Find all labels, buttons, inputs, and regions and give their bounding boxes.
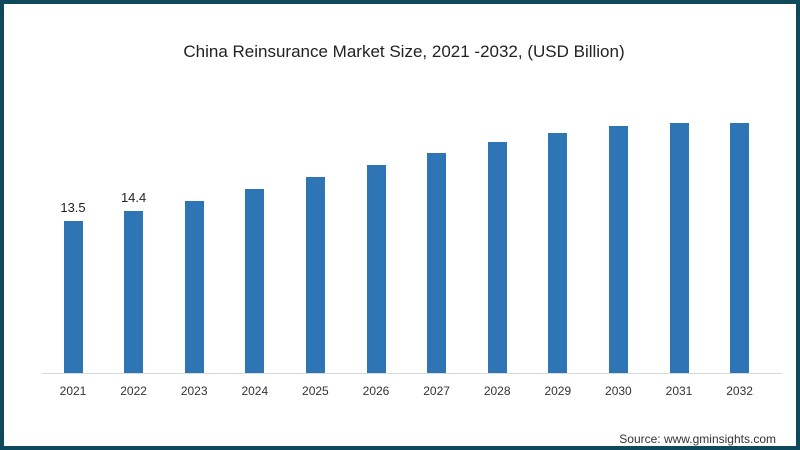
bar-2028: [487, 142, 507, 373]
x-tick-label-2026: 2026: [362, 384, 390, 398]
bar-2026: [366, 164, 386, 373]
x-tick-label-2030: 2030: [605, 384, 632, 398]
x-tick-label-2025: 2025: [302, 384, 329, 398]
bar-2021: [63, 220, 83, 373]
bar-2023: [184, 200, 204, 373]
x-tick-label-2021: 2021: [59, 384, 87, 398]
bar-2025: [305, 177, 325, 373]
source-note: Source: www.gminsights.com: [619, 432, 776, 446]
bar-2030: [608, 126, 628, 373]
data-label-2021: 13.5: [60, 199, 86, 215]
x-tick-label-2031: 2031: [665, 384, 693, 398]
x-tick-label-2032: 2032: [726, 384, 753, 398]
bar-2024: [245, 189, 265, 373]
bar-2029: [548, 133, 568, 373]
bar-2032: [730, 123, 750, 373]
bar-2022: [124, 210, 144, 373]
bar-2031: [669, 123, 689, 373]
data-label-2022: 14.4: [120, 189, 147, 205]
x-tick-label-2028: 2028: [483, 384, 511, 398]
x-tick-label-2027: 2027: [423, 384, 450, 398]
x-axis-line: [42, 373, 782, 374]
bar-2027: [427, 153, 447, 373]
x-tick-label-2023: 2023: [180, 384, 208, 398]
x-tick-label-2022: 2022: [120, 384, 147, 398]
chart-title: China Reinsurance Market Size, 2021 -203…: [183, 42, 625, 61]
x-tick-label-2029: 2029: [544, 384, 572, 398]
x-tick-label-2024: 2024: [241, 384, 269, 398]
